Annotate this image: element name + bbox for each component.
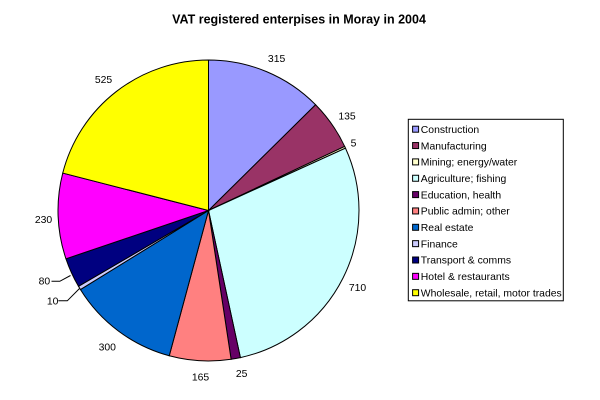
svg-text:710: 710 [349,283,367,294]
svg-text:Education, health: Education, health [421,190,502,201]
svg-text:Hotel & restaurants: Hotel & restaurants [421,272,510,283]
svg-text:10: 10 [47,296,59,307]
svg-text:Manufacturing: Manufacturing [421,141,487,152]
svg-text:135: 135 [338,112,356,123]
svg-text:VAT registered enterpises in M: VAT registered enterpises in Moray in 20… [172,12,426,26]
svg-text:300: 300 [99,343,117,354]
svg-text:Real estate: Real estate [421,223,474,234]
svg-text:315: 315 [268,54,286,65]
svg-text:Mining; energy/water: Mining; energy/water [421,158,518,169]
svg-text:Construction: Construction [421,125,480,136]
svg-text:Public admin; other: Public admin; other [421,207,510,218]
svg-text:25: 25 [236,369,248,380]
svg-text:Finance: Finance [421,239,458,250]
svg-text:165: 165 [192,373,210,384]
svg-text:5: 5 [351,139,357,150]
svg-text:525: 525 [95,75,113,86]
svg-text:230: 230 [35,215,53,226]
svg-text:80: 80 [39,277,51,288]
svg-text:Wholesale, retail, motor trade: Wholesale, retail, motor trades [421,288,562,299]
svg-text:Transport & comms: Transport & comms [421,256,511,267]
svg-text:Agriculture; fishing: Agriculture; fishing [421,174,507,185]
